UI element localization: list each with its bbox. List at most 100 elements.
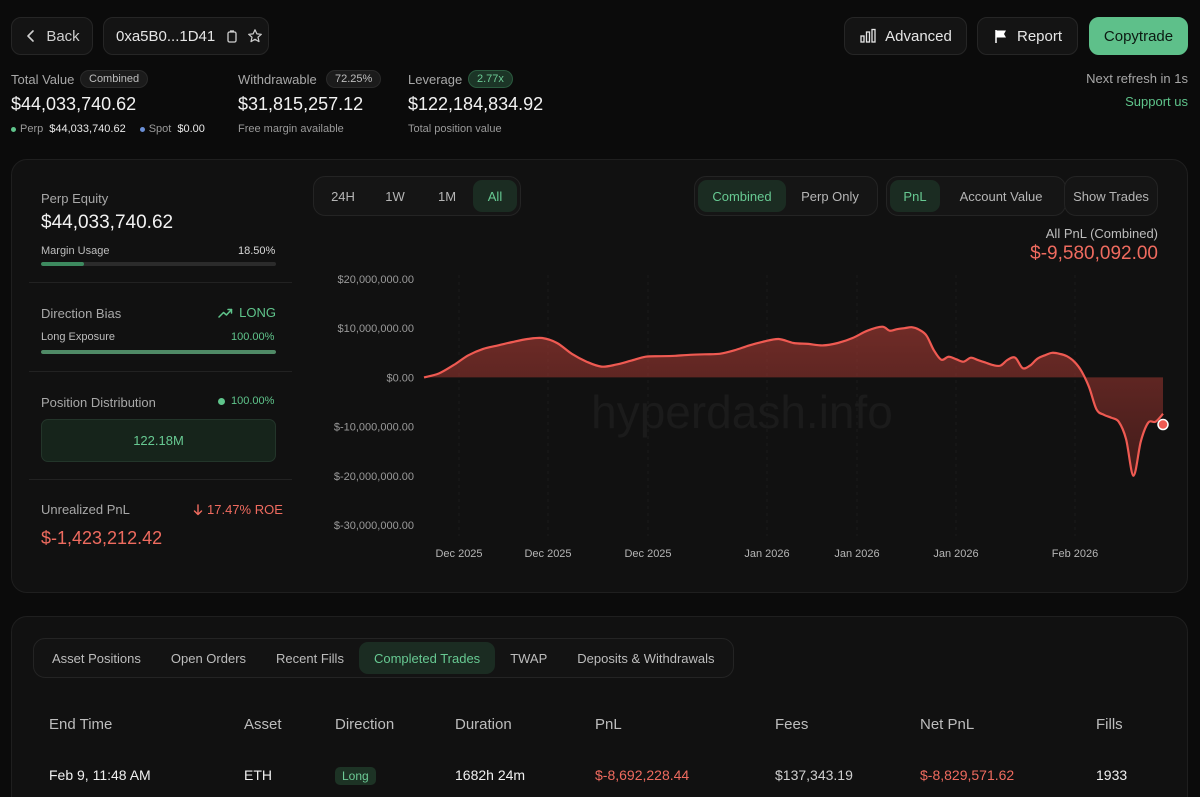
refresh-text: Next refresh in 1s bbox=[1086, 71, 1188, 86]
cell-duration: 1682h 24m bbox=[455, 767, 526, 783]
unrealized-pnl-label: Unrealized PnL bbox=[41, 502, 130, 517]
column-header-duration[interactable]: Duration bbox=[455, 716, 512, 733]
withdrawable-value: $31,815,257.12 bbox=[238, 94, 364, 114]
trades-tab-bar: Asset Positions Open Orders Recent Fills Co… bbox=[33, 638, 734, 678]
leverage-value: $122,184,834.92 bbox=[408, 94, 544, 114]
unrealized-pnl-value: $-1,423,212.42 bbox=[41, 528, 163, 548]
margin-usage-bar bbox=[41, 262, 276, 266]
perp-equity-label: Perp Equity bbox=[41, 191, 109, 206]
flag-icon bbox=[993, 28, 1009, 44]
tab-twap[interactable]: TWAP bbox=[510, 650, 548, 666]
direction-pill: Long bbox=[335, 767, 376, 785]
copytrade-button[interactable]: Copytrade bbox=[1089, 17, 1188, 55]
tab-deposits-withdrawals[interactable]: Deposits & Withdrawals bbox=[577, 650, 715, 666]
leverage-label: Leverage bbox=[408, 72, 463, 87]
total-value: $44,033,740.62 bbox=[11, 94, 137, 114]
margin-usage-value: 18.50% bbox=[238, 245, 276, 257]
metric-tab-pnl[interactable]: PnL bbox=[890, 180, 940, 212]
column-header-direction[interactable]: Direction bbox=[335, 716, 395, 733]
position-distribution-label: Position Distribution bbox=[41, 395, 156, 410]
long-exposure-value: 100.00% bbox=[231, 331, 275, 343]
cell-end-time: Feb 9, 11:48 AM bbox=[49, 767, 151, 783]
column-header-asset[interactable]: Asset bbox=[244, 716, 282, 733]
withdrawable-badge: 72.25% bbox=[326, 70, 382, 88]
cell-pnl: $-8,692,228.44 bbox=[595, 767, 690, 783]
arrow-down-icon bbox=[193, 503, 203, 516]
back-button[interactable]: Back bbox=[11, 17, 93, 55]
star-icon[interactable] bbox=[247, 28, 263, 44]
divider-1 bbox=[29, 282, 292, 283]
roe-value: 17.47% ROE bbox=[207, 502, 283, 517]
cell-fills: 1933 bbox=[1096, 767, 1128, 783]
spot-dot bbox=[139, 126, 145, 132]
metric-tab-account-value[interactable]: Account Value bbox=[959, 188, 1043, 204]
withdrawable-sub: Free margin available bbox=[238, 123, 344, 135]
copytrade-label: Copytrade bbox=[1103, 27, 1174, 45]
range-tab-all[interactable]: All bbox=[473, 180, 517, 212]
margin-usage-fill bbox=[41, 262, 85, 266]
perp-dot bbox=[11, 126, 16, 132]
time-range-selector: 24H 1W 1M All bbox=[313, 176, 521, 216]
tab-recent-fills[interactable]: Recent Fills bbox=[276, 650, 344, 666]
pnl-title: All PnL (Combined) bbox=[1045, 226, 1158, 241]
direction-bias-label: Direction Bias bbox=[41, 306, 122, 321]
margin-usage-label: Margin Usage bbox=[41, 245, 110, 257]
divider-3 bbox=[29, 479, 292, 480]
bar-chart-icon bbox=[859, 28, 877, 44]
mode-selector: Combined Perp Only bbox=[694, 176, 878, 216]
position-box-value: 122.18M bbox=[133, 433, 184, 448]
range-tab-1m[interactable]: 1M bbox=[437, 188, 457, 204]
address-box: 0xa5B0...1D41 bbox=[103, 17, 269, 55]
range-tab-1w[interactable]: 1W bbox=[385, 188, 405, 204]
overview-card bbox=[11, 159, 1188, 593]
mode-tab-perp-only[interactable]: Perp Only bbox=[801, 188, 859, 204]
withdrawable-label: Withdrawable bbox=[238, 72, 317, 87]
column-header-fees[interactable]: Fees bbox=[775, 716, 809, 733]
total-value-label: Total Value bbox=[11, 72, 75, 87]
direction-bias-value: LONG bbox=[239, 305, 276, 320]
chevron-left-icon bbox=[24, 29, 38, 43]
range-tab-24h[interactable]: 24H bbox=[331, 188, 355, 204]
cell-asset: ETH bbox=[244, 767, 272, 783]
pnl-value: $-9,580,092.00 bbox=[1030, 243, 1158, 264]
position-distribution-indicator: 100.00% bbox=[218, 395, 274, 407]
advanced-button[interactable]: Advanced bbox=[844, 17, 967, 55]
column-header-fills[interactable]: Fills bbox=[1096, 716, 1123, 733]
leverage-sub: Total position value bbox=[408, 123, 502, 135]
position-dot bbox=[218, 397, 225, 405]
tab-completed-trades[interactable]: Completed Trades bbox=[358, 642, 496, 674]
roe-indicator: 17.47% ROE bbox=[193, 502, 283, 517]
position-distribution-value: 100.00% bbox=[231, 395, 275, 407]
perp-label: Perp bbox=[20, 123, 44, 135]
long-exposure-bar bbox=[41, 350, 276, 354]
show-trades-selector: Show Trades bbox=[1064, 176, 1158, 216]
back-label: Back bbox=[46, 27, 80, 45]
column-header-end-time[interactable]: End Time bbox=[49, 716, 113, 733]
cell-direction: Long bbox=[335, 767, 376, 785]
column-header-pnl[interactable]: PnL bbox=[595, 716, 622, 733]
position-distribution-box: 122.18M bbox=[41, 419, 276, 462]
long-exposure-fill bbox=[41, 350, 276, 354]
show-trades-button[interactable]: Show Trades bbox=[1073, 188, 1149, 204]
report-button[interactable]: Report bbox=[977, 17, 1078, 55]
wallet-address: 0xa5B0...1D41 bbox=[116, 27, 216, 45]
advanced-label: Advanced bbox=[885, 27, 952, 45]
column-header-net-pnl[interactable]: Net PnL bbox=[920, 716, 975, 733]
perp-value: $44,033,740.62 bbox=[49, 123, 126, 135]
trending-up-icon bbox=[218, 307, 233, 319]
mode-tab-combined[interactable]: Combined bbox=[698, 180, 786, 212]
copy-icon[interactable] bbox=[225, 29, 239, 43]
spot-label: Spot bbox=[148, 123, 172, 135]
cell-net-pnl: $-8,829,571.62 bbox=[920, 767, 1015, 783]
leverage-badge: 2.77x bbox=[468, 70, 513, 88]
perp-spot-breakdown: Perp $44,033,740.62 Spot $0.00 bbox=[11, 123, 205, 135]
metric-selector: PnL Account Value bbox=[886, 176, 1066, 216]
cell-fees: $137,343.19 bbox=[775, 767, 853, 783]
direction-bias-indicator: LONG bbox=[218, 305, 276, 320]
long-exposure-label: Long Exposure bbox=[41, 331, 115, 343]
tab-asset-positions[interactable]: Asset Positions bbox=[52, 650, 141, 666]
spot-value: $0.00 bbox=[177, 123, 205, 135]
divider-2 bbox=[29, 371, 292, 372]
tab-open-orders[interactable]: Open Orders bbox=[170, 650, 247, 666]
support-link[interactable]: Support us bbox=[1125, 94, 1188, 109]
